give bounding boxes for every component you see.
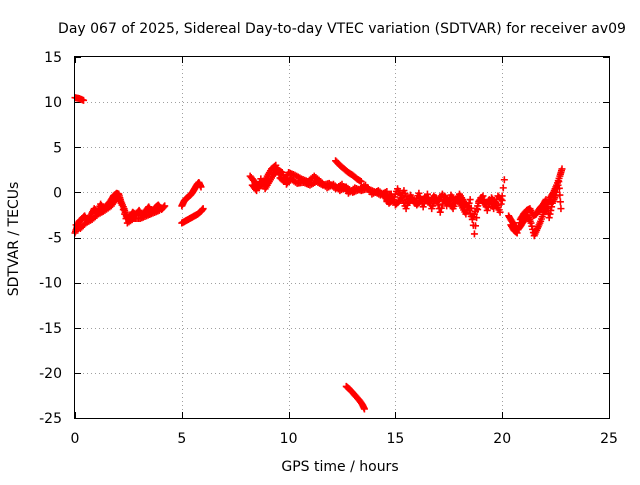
series-seg8b	[383, 187, 506, 223]
data-point-marker	[492, 198, 500, 206]
data-point-marker	[199, 205, 207, 213]
data-point-marker	[498, 196, 506, 204]
data-point-marker	[423, 190, 431, 198]
data-point-marker	[515, 222, 523, 230]
series-seg5b	[248, 166, 391, 199]
data-point-marker	[554, 181, 562, 189]
y-tick-label: 15	[44, 50, 62, 66]
data-points	[71, 94, 566, 413]
series-seg3	[178, 178, 205, 210]
data-point-marker	[272, 161, 280, 169]
series-seg2b	[72, 193, 163, 232]
series-seg4	[178, 205, 207, 227]
data-point-marker	[497, 195, 505, 203]
y-tick-label: 0	[53, 185, 62, 201]
x-tick-label: 0	[71, 431, 80, 447]
data-point-marker	[119, 206, 127, 214]
data-point-marker	[466, 196, 474, 204]
data-point-marker	[499, 184, 507, 192]
series-seg7	[342, 382, 368, 413]
data-point-marker	[556, 191, 564, 199]
y-tick-label: 5	[53, 140, 62, 156]
data-point-marker	[395, 198, 403, 206]
y-axis-label: SDTVAR / TECUs	[6, 182, 22, 297]
data-point-marker	[528, 222, 536, 230]
data-point-marker	[415, 189, 423, 197]
y-tick-label: -10	[39, 276, 62, 292]
data-point-marker	[472, 222, 479, 230]
data-point-marker	[438, 200, 446, 208]
data-point-marker	[548, 203, 556, 211]
x-tick-label: 5	[177, 431, 186, 447]
data-point-marker	[462, 210, 470, 218]
data-point-marker	[490, 205, 498, 213]
data-point-marker	[543, 200, 551, 208]
data-point-marker	[542, 196, 550, 204]
data-point-marker	[118, 201, 126, 209]
data-point-marker	[555, 178, 563, 186]
axis-tick-labels: 0 5 10 15 20 25 15 10 5 0 -5 -10 -15 -20 -25	[39, 50, 618, 447]
data-point-marker	[546, 210, 554, 218]
data-point-marker	[161, 202, 169, 210]
data-point-marker	[496, 208, 504, 216]
data-point-marker	[419, 203, 427, 211]
y-tick-label: 10	[44, 95, 62, 111]
data-point-marker	[155, 206, 163, 214]
data-point-marker	[402, 205, 410, 213]
data-point-marker	[545, 214, 553, 222]
data-point-marker	[491, 201, 499, 209]
plot-frame	[74, 56, 610, 419]
data-point-marker	[552, 192, 560, 200]
y-tick-label: -5	[48, 231, 62, 247]
data-point-marker	[357, 178, 365, 186]
y-tick-label: -20	[39, 366, 62, 382]
data-point-marker	[383, 187, 391, 195]
series-seg6	[332, 157, 365, 186]
data-point-marker	[558, 165, 566, 173]
data-point-marker	[470, 230, 478, 238]
data-point-marker	[197, 183, 205, 191]
data-point-marker	[556, 198, 564, 206]
data-point-marker	[516, 219, 524, 227]
series-seg9b	[507, 178, 565, 237]
data-point-marker	[436, 208, 444, 216]
data-point-marker	[527, 219, 535, 227]
data-point-marker	[513, 229, 521, 237]
data-point-marker	[466, 209, 474, 217]
chart-title: Day 067 of 2025, Sidereal Day-to-day VTE…	[58, 21, 626, 37]
x-tick-label: 10	[280, 431, 298, 447]
data-point-marker	[437, 204, 445, 212]
series-seg1	[71, 94, 88, 104]
data-point-marker	[555, 184, 563, 192]
data-point-marker	[80, 96, 88, 104]
x-axis-label: GPS time / hours	[281, 459, 398, 475]
data-point-marker	[463, 201, 471, 209]
x-tick-label: 20	[493, 431, 511, 447]
x-tick-label: 25	[600, 431, 618, 447]
data-point-marker	[473, 214, 481, 222]
data-point-marker	[121, 210, 129, 218]
data-point-marker	[160, 203, 168, 211]
data-point-marker	[500, 176, 508, 184]
data-point-marker	[483, 206, 491, 214]
y-tick-label: -25	[39, 411, 62, 427]
gridlines	[75, 57, 609, 418]
data-point-marker	[360, 405, 368, 413]
x-tick-label: 15	[386, 431, 404, 447]
data-point-marker	[514, 226, 522, 234]
data-point-marker	[464, 203, 472, 211]
y-tick-label: -15	[39, 321, 62, 337]
data-point-marker	[547, 206, 555, 214]
data-point-marker	[465, 206, 473, 214]
data-point-marker	[557, 205, 565, 213]
